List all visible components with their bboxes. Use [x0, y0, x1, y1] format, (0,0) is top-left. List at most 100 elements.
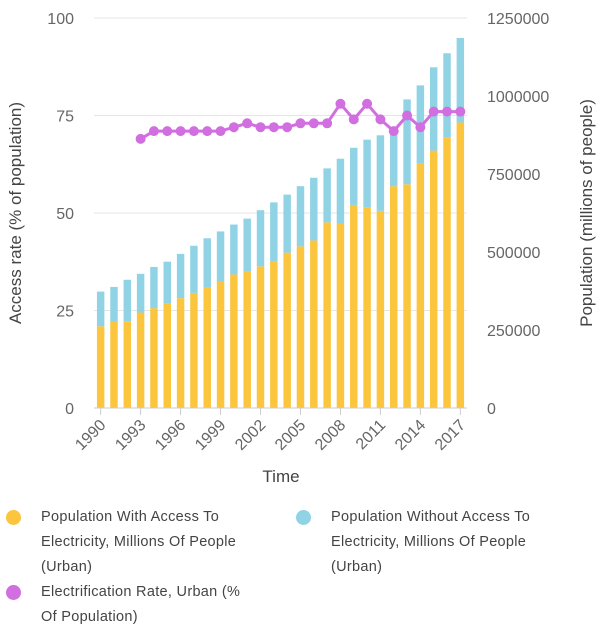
- y-right-tick-label: 500000: [487, 245, 540, 262]
- chart-plot: 0 25 50 75 100 0 250000 500000 750000 1000000 1250…: [6, 11, 596, 486]
- x-tick-label: 2014: [392, 417, 429, 454]
- legend-swatch-with-access: [6, 510, 21, 525]
- y-left-tick-label: 0: [65, 401, 74, 418]
- y-right-tick-label: 1000000: [487, 89, 549, 106]
- rate-point: [215, 126, 226, 137]
- rate-point: [335, 98, 346, 109]
- bar-without-access: [110, 286, 118, 322]
- bar-with-access: [296, 246, 305, 408]
- bar-without-access: [403, 99, 411, 185]
- rate-point: [428, 106, 439, 117]
- y-right-tick-label: 0: [487, 401, 496, 418]
- x-tick-label: 1996: [152, 417, 189, 454]
- rate-point: [162, 126, 173, 137]
- bar-with-access: [163, 303, 171, 408]
- x-tick-label: 2017: [432, 417, 469, 454]
- bar-with-access: [403, 184, 411, 408]
- x-axis-title: Time: [262, 467, 299, 486]
- rate-point: [295, 118, 306, 129]
- bar-without-access: [336, 158, 345, 224]
- bar-without-access: [270, 202, 278, 262]
- x-tick-label: 1999: [192, 417, 229, 454]
- rate-point: [308, 118, 319, 129]
- bar-without-access: [443, 53, 451, 138]
- x-tick-label: 2011: [353, 417, 389, 453]
- bar-with-access: [203, 287, 211, 408]
- y-left-tick-label: 25: [56, 304, 74, 321]
- y-right-tick-label: 1250000: [487, 11, 549, 28]
- legend-label-line: Population With Access To: [41, 509, 220, 525]
- bar-without-access: [456, 37, 465, 123]
- legend-swatch-electrification-rate: [6, 585, 21, 600]
- bar-with-access: [283, 252, 291, 408]
- rate-point: [228, 122, 239, 133]
- bar-with-access: [323, 222, 331, 408]
- bar-with-access: [150, 308, 158, 408]
- bar-with-access: [350, 204, 358, 408]
- bar-with-access: [123, 321, 132, 408]
- legend-label-line: Electricity, Millions Of People: [41, 534, 237, 550]
- bar-without-access: [323, 168, 331, 223]
- bar-with-access: [110, 321, 118, 408]
- bar-without-access: [390, 126, 398, 187]
- x-tick-label: 2002: [232, 417, 269, 454]
- x-tick-label: 1993: [112, 417, 149, 454]
- rate-point: [455, 106, 466, 117]
- rate-point: [268, 122, 279, 133]
- bar-without-access: [376, 135, 385, 211]
- rate-point: [135, 133, 146, 144]
- rate-point: [348, 114, 359, 125]
- legend-label-line: Electricity, Millions Of People: [331, 534, 527, 550]
- bar-with-access: [230, 274, 238, 408]
- rate-point: [202, 126, 213, 137]
- y-right-axis-title: Population (millions of people): [577, 99, 596, 327]
- bar-with-access: [243, 271, 251, 408]
- bar-with-access: [310, 240, 318, 408]
- bar-with-access: [96, 326, 105, 408]
- rate-point: [188, 126, 199, 137]
- bar-without-access: [203, 238, 211, 288]
- rate-point: [375, 114, 386, 125]
- bar-layer: [96, 37, 465, 409]
- bar-with-access: [376, 210, 385, 408]
- bar-without-access: [310, 177, 318, 241]
- bar-with-access: [190, 292, 198, 408]
- line-layer: [135, 98, 466, 144]
- rate-point: [415, 122, 426, 133]
- rate-point: [242, 118, 253, 129]
- bar-without-access: [256, 210, 265, 267]
- bar-with-access: [363, 207, 371, 408]
- rate-point: [175, 126, 186, 137]
- bar-with-access: [429, 150, 438, 408]
- bar-without-access: [296, 186, 305, 247]
- bar-without-access: [363, 139, 371, 208]
- bar-without-access: [350, 147, 358, 205]
- x-tick-label: 2008: [312, 417, 349, 454]
- bar-without-access: [176, 253, 185, 299]
- bar-without-access: [243, 218, 251, 272]
- legend-label-line: Population Without Access To: [331, 509, 531, 525]
- bar-with-access: [176, 298, 185, 408]
- rate-point: [282, 122, 293, 133]
- rate-point: [388, 126, 399, 137]
- y-left-tick-label: 100: [47, 11, 74, 28]
- legend-label-line: (Urban): [331, 559, 383, 575]
- rate-point: [322, 118, 333, 129]
- y-left-tick-label: 75: [56, 109, 74, 126]
- y-right-tick-label: 750000: [487, 167, 540, 184]
- legend-label-line: Electrification Rate, Urban (%: [41, 584, 241, 600]
- bar-without-access: [163, 261, 171, 304]
- bar-without-access: [190, 245, 198, 293]
- x-tick-label: 1990: [72, 417, 109, 454]
- x-tick-label: 2005: [272, 417, 309, 454]
- rate-point: [442, 106, 453, 117]
- rate-point: [362, 98, 373, 109]
- y-left-axis-title: Access rate (% of population): [6, 102, 25, 324]
- gridlines: [94, 17, 467, 311]
- rate-point: [402, 110, 413, 121]
- legend-label-line: (Urban): [41, 559, 93, 575]
- legend-swatch-without-access: [296, 510, 311, 525]
- bar-with-access: [443, 137, 451, 409]
- bar-without-access: [96, 291, 105, 327]
- rate-point: [255, 122, 266, 133]
